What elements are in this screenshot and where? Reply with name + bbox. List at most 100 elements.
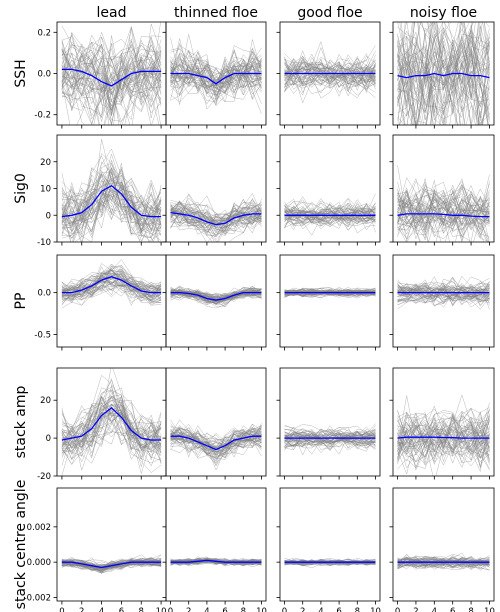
panel-sig0-noisy-floe (389, 134, 495, 246)
individual-trace (397, 189, 490, 236)
individual-trace (284, 428, 376, 439)
individual-trace (284, 63, 376, 92)
y-tick-label: -20 (37, 472, 51, 482)
y-ticks (162, 292, 166, 335)
panel-frame (165, 487, 267, 602)
individual-trace (284, 201, 376, 218)
individual-trace (170, 200, 262, 228)
individual-trace (397, 81, 489, 125)
individual-trace (61, 275, 162, 302)
individual-traces (61, 368, 162, 476)
mean-line (61, 561, 162, 569)
x-tick-label: 10 (256, 607, 267, 612)
individual-trace (284, 205, 376, 223)
panel-frame (279, 254, 381, 348)
individual-trace (61, 187, 162, 233)
panel-frame (392, 367, 495, 477)
individual-traces (61, 259, 162, 309)
individual-trace (73, 167, 162, 242)
individual-trace (284, 212, 376, 226)
y-ticks (162, 526, 166, 598)
individual-trace (61, 55, 162, 122)
individual-trace (397, 434, 490, 463)
individual-trace (61, 390, 162, 447)
individual-trace (397, 283, 490, 304)
individual-trace (410, 71, 483, 125)
y-ticks: 0.0 -0.5 (34, 289, 57, 340)
y-ticks (276, 161, 280, 243)
y-tick-label: -0.002 (24, 593, 51, 603)
individual-trace (170, 426, 262, 453)
row-label-pp: PP (13, 293, 29, 310)
individual-trace (170, 436, 262, 456)
individual-trace (170, 210, 262, 232)
individual-trace (397, 560, 490, 569)
individual-trace (61, 368, 162, 446)
individual-traces (170, 285, 262, 309)
panel-stack-centre-angle-thinned-floe: 0 2 4 6 8 10 (162, 487, 267, 612)
individual-trace (284, 429, 376, 451)
mean-line (170, 291, 262, 301)
individual-trace (397, 22, 490, 101)
x-ticks (397, 476, 490, 480)
mean-line (61, 406, 162, 441)
individual-trace (397, 190, 490, 232)
y-ticks (276, 292, 280, 335)
individual-trace (61, 42, 162, 125)
individual-trace (397, 275, 490, 297)
x-tick-label: 2 (413, 607, 418, 612)
panel-pp-good-floe (276, 254, 381, 351)
individual-trace (170, 433, 262, 458)
individual-trace (170, 60, 262, 96)
individual-trace (61, 186, 162, 222)
y-ticks (389, 526, 393, 598)
individual-trace (284, 214, 376, 228)
individual-trace (170, 558, 262, 562)
row-label-stack-amp: stack amp (13, 386, 29, 459)
individual-trace (170, 199, 262, 228)
x-tick-label: 8 (355, 607, 360, 612)
individual-trace (284, 199, 376, 226)
row-label-sig0: Sig0 (13, 173, 29, 204)
x-tick-label: 6 (450, 607, 455, 612)
individual-trace (61, 275, 162, 292)
x-tick-label: 10 (370, 607, 381, 612)
individual-trace (170, 193, 262, 230)
individual-trace (61, 181, 154, 242)
y-tick-label: -10 (37, 238, 51, 248)
individual-trace (61, 405, 162, 467)
individual-traces (284, 193, 376, 236)
x-ticks (397, 242, 490, 246)
individual-trace (284, 432, 376, 447)
panel-pp-thinned-floe (162, 254, 267, 351)
y-ticks (162, 161, 166, 243)
individual-trace (170, 423, 262, 452)
individual-trace (284, 57, 376, 83)
individual-trace (61, 172, 162, 233)
mean-line (170, 435, 262, 451)
individual-trace (61, 284, 162, 304)
y-tick-label: 0.0 (37, 289, 51, 299)
individual-trace (61, 182, 162, 231)
individual-trace (397, 407, 490, 455)
x-tick-label: 0 (168, 607, 173, 612)
individual-trace (397, 22, 489, 125)
x-ticks: 0 2 4 6 8 10 (282, 601, 381, 612)
individual-trace (170, 428, 262, 453)
individual-trace (284, 434, 376, 452)
individual-trace (284, 437, 376, 449)
panel-ssh-good-floe (276, 21, 381, 129)
mean-line (397, 213, 490, 218)
x-ticks (397, 347, 490, 351)
individual-trace (284, 65, 376, 84)
x-ticks (61, 347, 162, 351)
individual-trace (399, 49, 490, 125)
row-label-ssh: SSH (13, 59, 29, 87)
y-tick-label: 0.000 (27, 558, 51, 568)
individual-trace (397, 183, 490, 224)
individual-trace (284, 56, 376, 83)
individual-trace (397, 191, 490, 227)
individual-trace (61, 385, 162, 453)
panel-frame (165, 254, 267, 348)
individual-trace (397, 430, 490, 462)
